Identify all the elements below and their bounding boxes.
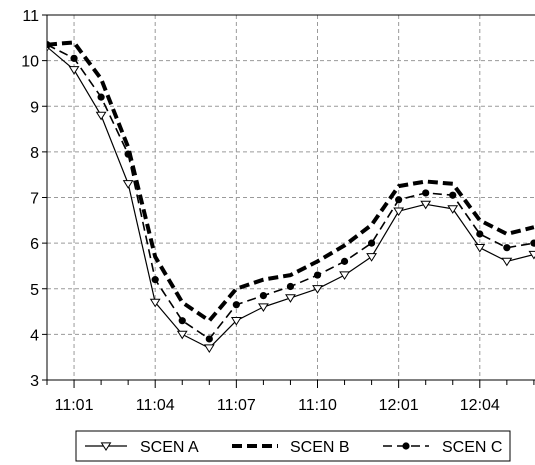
y-tick-label: 10 [21, 54, 39, 71]
data-point [340, 257, 349, 265]
data-point [503, 244, 511, 252]
y-tick-label: 9 [30, 99, 39, 116]
data-point [205, 335, 213, 343]
legend-marker [402, 442, 410, 450]
y-tick-label: 8 [30, 145, 39, 162]
x-tick-label: 11:01 [55, 397, 94, 414]
data-point [122, 180, 134, 189]
data-point [124, 150, 132, 158]
x-tick-label: 11:10 [298, 397, 337, 414]
data-point [393, 207, 405, 217]
legend: SCEN A SCEN B SCEN C [75, 430, 511, 462]
legend-label: SCEN B [290, 439, 350, 456]
data-point [176, 330, 188, 340]
legend-marker [100, 442, 112, 451]
series-layer [47, 40, 535, 354]
data-point [68, 66, 80, 75]
x-tick-label: 12:04 [460, 397, 500, 414]
data-point [420, 200, 432, 210]
data-point [149, 298, 161, 308]
series-scen-c [47, 41, 535, 343]
data-point [286, 282, 295, 291]
axis-layer: 3 4 5 6 7 8 9 10 11 11:01 11:04 11:07 11:10 12:01 12:0… [21, 8, 535, 414]
data-point [312, 285, 323, 294]
x-tick-label: 11:04 [136, 397, 175, 414]
x-tick-label: 11:07 [217, 397, 256, 414]
data-point [366, 253, 378, 262]
legend-label: SCEN C [442, 439, 502, 456]
legend-box [75, 430, 511, 462]
data-point [70, 54, 78, 62]
data-point [259, 291, 267, 300]
data-point [285, 294, 296, 303]
data-point [422, 189, 430, 197]
y-tick-label: 6 [30, 236, 39, 253]
data-point [449, 191, 457, 199]
data-point [313, 271, 322, 279]
data-point [178, 317, 186, 325]
data-point [95, 111, 107, 121]
legend-label: SCEN A [140, 439, 199, 456]
y-tick-label: 3 [30, 373, 39, 390]
data-point [203, 344, 215, 354]
grid-layer [47, 14, 535, 380]
data-point [447, 205, 459, 214]
data-point [97, 93, 105, 101]
data-point [474, 244, 486, 253]
data-point [47, 41, 51, 49]
series-scen-b [47, 40, 535, 323]
data-point [151, 276, 159, 284]
data-point [395, 196, 403, 204]
data-point [528, 250, 535, 260]
data-point [368, 239, 376, 247]
y-tick-label: 11 [22, 8, 39, 25]
x-tick-label: 12:01 [379, 397, 419, 414]
data-point [230, 317, 242, 326]
series-line [47, 40, 535, 323]
data-point [257, 303, 269, 312]
data-point [530, 239, 535, 247]
data-point [476, 230, 484, 238]
data-point [232, 301, 240, 309]
data-point [501, 257, 513, 267]
y-tick-label: 5 [30, 282, 39, 299]
data-point [339, 271, 350, 281]
y-tick-label: 4 [30, 327, 39, 344]
y-tick-label: 7 [30, 191, 39, 208]
